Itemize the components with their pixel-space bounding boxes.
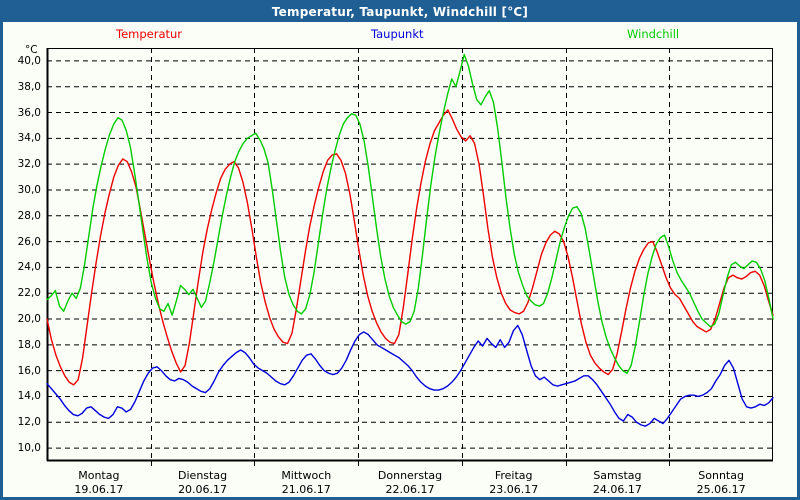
y-tick-label: 16,0 bbox=[17, 364, 41, 377]
y-tick-label: 20,0 bbox=[17, 313, 41, 326]
x-tick-group: Samstag 24.06.17 bbox=[557, 469, 677, 497]
x-tick-day-label: Sonntag bbox=[698, 469, 744, 482]
legend-item-windchill: Windchill bbox=[627, 27, 680, 41]
y-tick-label: 34,0 bbox=[17, 132, 41, 145]
y-tick-label: 24,0 bbox=[17, 261, 41, 274]
y-tick-label: 32,0 bbox=[17, 158, 41, 171]
x-tick-date-label: 21.06.17 bbox=[281, 483, 331, 496]
chart-plot-area: °C 40,0 38,0 36,0 34,0 32,0 30,0 28,0 26,0 24,0 2… bbox=[3, 41, 797, 497]
y-tick-label: 38,0 bbox=[17, 80, 41, 93]
x-tick-date-label: 20.06.17 bbox=[178, 483, 228, 496]
legend-item-taupunkt: Taupunkt bbox=[371, 27, 424, 41]
chart-canvas bbox=[46, 48, 774, 466]
x-tick-date-label: 19.06.17 bbox=[74, 483, 124, 496]
y-tick-label: 26,0 bbox=[17, 235, 41, 248]
y-tick-label: 18,0 bbox=[17, 338, 41, 351]
y-tick-label: 28,0 bbox=[17, 209, 41, 222]
y-tick-label: 10,0 bbox=[17, 442, 41, 455]
chart-legend: Temperatur Taupunkt Windchill bbox=[3, 25, 797, 43]
x-tick-day-label: Donnerstag bbox=[377, 469, 443, 482]
y-tick-label: 14,0 bbox=[17, 390, 41, 403]
x-tick-group: Montag 19.06.17 bbox=[39, 469, 159, 497]
x-tick-group: Donnerstag 22.06.17 bbox=[350, 469, 470, 497]
x-tick-day-label: Samstag bbox=[593, 469, 642, 482]
x-tick-day-label: Montag bbox=[78, 469, 120, 482]
x-tick-date-label: 23.06.17 bbox=[489, 483, 539, 496]
series-line-temperatur bbox=[46, 109, 774, 386]
x-tick-group: Dienstag 20.06.17 bbox=[143, 469, 263, 497]
x-tick-date-label: 22.06.17 bbox=[385, 483, 435, 496]
x-tick-date-label: 25.06.17 bbox=[696, 483, 746, 496]
y-tick-label: 30,0 bbox=[17, 183, 41, 196]
x-tick-group: Mittwoch 21.06.17 bbox=[246, 469, 366, 497]
y-axis-unit-label: °C bbox=[25, 44, 38, 56]
x-tick-day-label: Dienstag bbox=[178, 469, 228, 482]
x-tick-day-label: Mittwoch bbox=[281, 469, 332, 482]
y-tick-label: 22,0 bbox=[17, 287, 41, 300]
y-tick-label: 40,0 bbox=[17, 54, 41, 67]
series-line-windchill bbox=[46, 53, 774, 374]
x-tick-group: Freitag 23.06.17 bbox=[454, 469, 574, 497]
x-tick-day-label: Freitag bbox=[494, 469, 533, 482]
x-tick-date-label: 24.06.17 bbox=[592, 483, 642, 496]
y-tick-label: 12,0 bbox=[17, 416, 41, 429]
legend-item-temperatur: Temperatur bbox=[116, 27, 183, 41]
y-tick-label: 36,0 bbox=[17, 106, 41, 119]
x-tick-group: Sonntag 25.06.17 bbox=[661, 469, 781, 497]
series-line-taupunkt bbox=[46, 324, 774, 427]
window-title: Temperatur, Taupunkt, Windchill [°C] bbox=[3, 3, 797, 22]
